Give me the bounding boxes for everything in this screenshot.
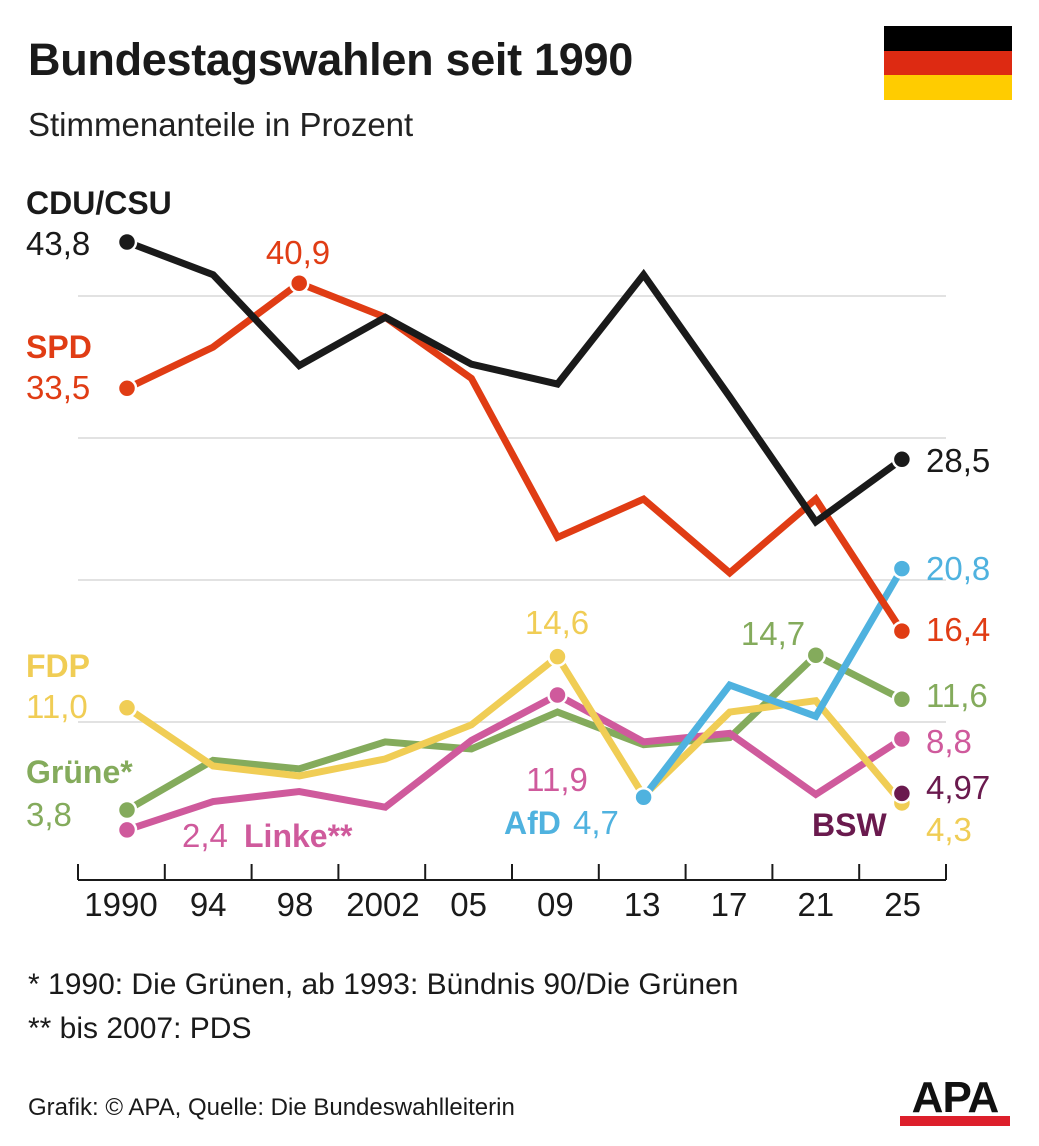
data-label: 3,8 [26, 796, 72, 833]
flag-stripe-red [884, 50, 1012, 76]
data-point [116, 819, 138, 841]
data-point [891, 620, 913, 642]
flag-stripe-gold [884, 75, 1012, 100]
series-line [125, 651, 904, 814]
data-labels: CDU/CSU SPD FDP Grüne* Linke** AfD BSW 43,8 33,5… [26, 185, 990, 854]
line-chart: 1990 94 98 2002 05 09 13 17 21 25 CDU/CSU SPD FDP Gr… [26, 185, 990, 923]
data-point [891, 689, 913, 710]
series-name-label: CDU/CSU [26, 185, 172, 221]
data-label: 4,97 [926, 769, 990, 806]
data-point [891, 449, 913, 470]
x-tick-label: 05 [450, 886, 487, 923]
data-point [116, 231, 138, 253]
data-label: 11,6 [926, 677, 988, 714]
data-label: 16,4 [926, 611, 990, 648]
svg-text:APA: APA [912, 1074, 999, 1122]
data-point [288, 272, 310, 294]
series-line [640, 566, 905, 800]
series-line [125, 279, 905, 634]
data-label: 14,6 [525, 604, 589, 641]
data-label: 28,5 [926, 442, 990, 479]
series-name-label: FDP [26, 648, 90, 684]
data-point [805, 645, 827, 666]
data-label: 40,9 [266, 234, 330, 271]
x-tick-label: 2002 [346, 886, 419, 923]
x-tick-label: 94 [190, 886, 227, 923]
x-tick-label: 25 [884, 886, 921, 923]
series-line [125, 691, 904, 834]
data-point [891, 783, 913, 804]
data-label: 33,5 [26, 369, 90, 406]
data-label: 8,8 [926, 723, 972, 760]
data-point [891, 558, 913, 579]
series-line [125, 651, 905, 806]
data-point [116, 378, 138, 399]
series-name-label: SPD [26, 329, 92, 365]
data-label: 14,7 [741, 615, 805, 652]
german-flag-icon [884, 26, 1012, 100]
data-label: 4,7 [573, 804, 619, 841]
x-tick-label: 1990 [84, 886, 157, 923]
series-name-label: Grüne* [26, 754, 133, 790]
data-point [547, 684, 568, 706]
flag-stripe-black [884, 26, 1012, 51]
series-name-label: Linke** [244, 818, 353, 854]
x-tick-label: 98 [277, 886, 314, 923]
series-name-label: AfD [504, 805, 561, 841]
data-label: 20,8 [926, 550, 990, 587]
source-credit: Grafik: © APA, Quelle: Die Bundeswahllei… [28, 1094, 515, 1121]
data-label: 43,8 [26, 225, 90, 262]
series-name-label: BSW [812, 807, 887, 843]
series-line [125, 238, 904, 527]
footnote-gruene: * 1990: Die Grünen, ab 1993: Bündnis 90/… [28, 968, 739, 1001]
chart-title: Bundestagswahlen seit 1990 [28, 34, 633, 85]
x-tick-label: 09 [537, 886, 574, 923]
data-point [633, 787, 654, 808]
x-tick-label: 17 [711, 886, 748, 923]
series-points [116, 231, 913, 841]
series-lines [125, 238, 905, 834]
footnote-linke: ** bis 2007: PDS [28, 1012, 252, 1045]
x-tick-label: 21 [797, 886, 834, 923]
data-label: 11,0 [26, 688, 88, 725]
data-label: 4,3 [926, 811, 972, 848]
data-point [547, 646, 568, 667]
data-point [116, 697, 138, 719]
data-label: 2,4 [182, 817, 228, 854]
data-label: 11,9 [526, 761, 588, 798]
apa-logo: APA [900, 1074, 1010, 1126]
chart-subtitle: Stimmenanteile in Prozent [28, 106, 414, 143]
data-point [116, 799, 138, 821]
data-point [891, 728, 913, 750]
x-axis: 1990 94 98 2002 05 09 13 17 21 25 [77, 864, 947, 923]
x-tick-label: 13 [624, 886, 661, 923]
